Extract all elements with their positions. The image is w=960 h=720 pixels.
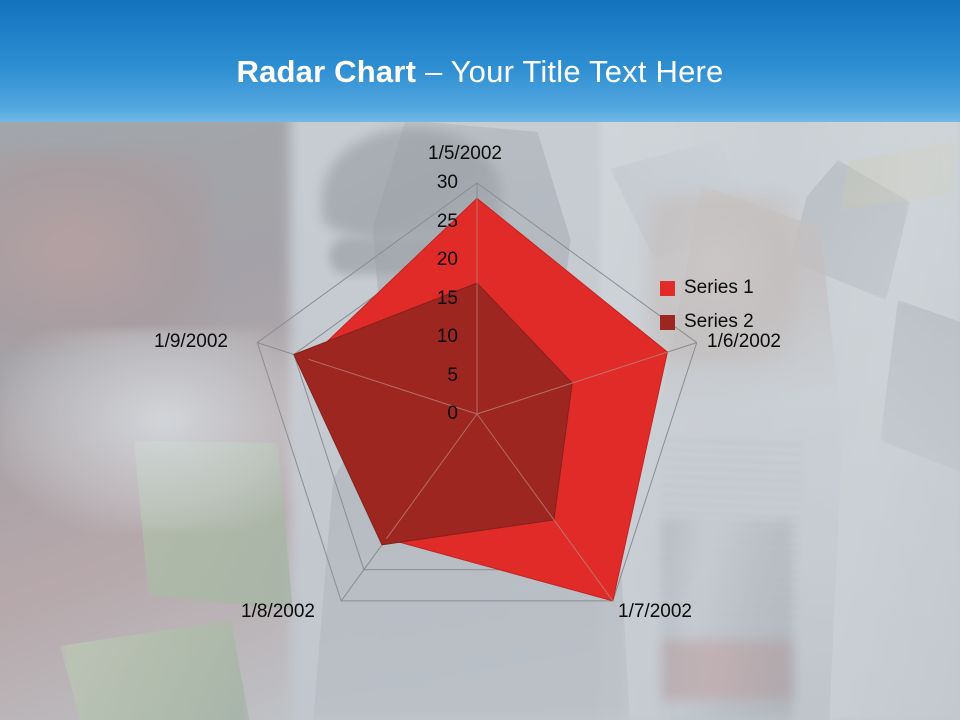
axis-spoke-right-overlay bbox=[476, 351, 668, 415]
page-title-bold: Radar Chart bbox=[236, 54, 417, 89]
axis-tick-15: 15 bbox=[436, 288, 458, 309]
axis-tick-20: 20 bbox=[436, 249, 458, 270]
axis-spoke-left-overlay bbox=[308, 358, 478, 415]
axis-tick-25: 25 bbox=[436, 211, 458, 232]
legend-label-series-2: Series 2 bbox=[684, 311, 754, 332]
radar-chart: 30 25 20 15 10 5 0 1/5/2002 1/6/2002 1/7… bbox=[0, 122, 960, 720]
axis-spoke-bottom-right-overlay bbox=[476, 413, 614, 602]
category-label-left: 1/9/2002 bbox=[154, 331, 228, 352]
legend-item-series-2[interactable]: Series 2 bbox=[660, 311, 754, 333]
series-2-area bbox=[293, 282, 573, 546]
axis-tick-0: 0 bbox=[447, 403, 458, 424]
legend-swatch-series-2 bbox=[660, 314, 675, 330]
radar-axes-overlay bbox=[308, 198, 668, 602]
category-label-right: 1/6/2002 bbox=[707, 331, 781, 352]
category-label-bottom-left: 1/8/2002 bbox=[241, 601, 315, 622]
legend-label-series-1: Series 1 bbox=[684, 277, 754, 298]
category-label-bottom-right: 1/7/2002 bbox=[618, 601, 692, 622]
chart-legend: Series 1 Series 2 bbox=[660, 277, 754, 345]
page-title-light: Your Title Text Here bbox=[450, 54, 724, 89]
page-title-dash: – bbox=[416, 54, 451, 89]
category-label-top: 1/5/2002 bbox=[428, 143, 502, 164]
axis-tick-10: 10 bbox=[436, 326, 458, 347]
legend-swatch-series-1 bbox=[660, 280, 675, 296]
title-banner: Radar Chart – Your Title Text Here bbox=[0, 0, 960, 122]
axis-spoke-bottom-left-overlay bbox=[386, 413, 478, 539]
axis-tick-5: 5 bbox=[447, 365, 458, 386]
axis-tick-30: 30 bbox=[436, 172, 458, 193]
legend-item-series-1[interactable]: Series 1 bbox=[660, 277, 754, 299]
radar-chart-svg bbox=[256, 182, 698, 602]
page-title: Radar Chart – Your Title Text Here bbox=[0, 54, 960, 90]
